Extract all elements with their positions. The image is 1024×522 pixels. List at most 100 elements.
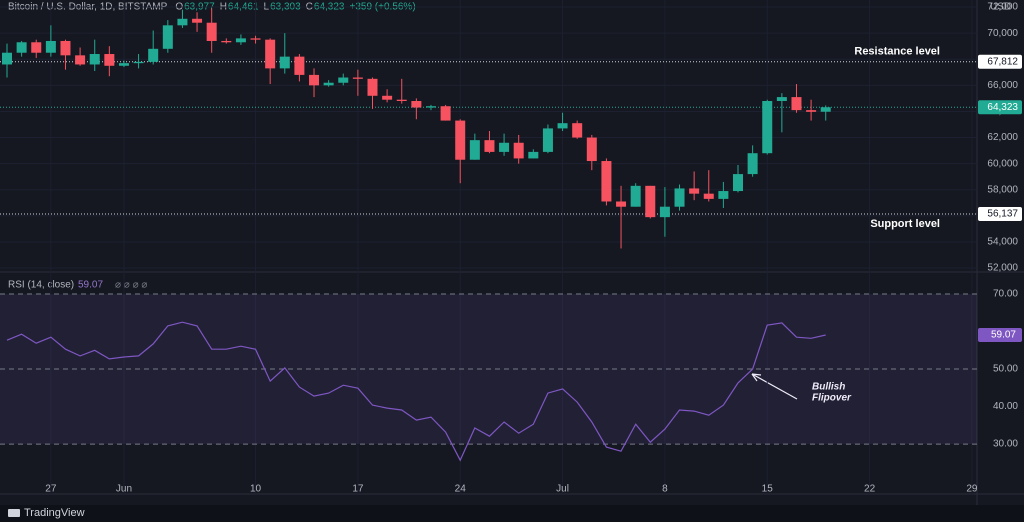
candle-body: [806, 110, 817, 112]
candle-body: [60, 40, 71, 56]
level-badge: [978, 207, 1022, 222]
candle-body: [586, 137, 597, 162]
arrow-shaft: [751, 373, 798, 400]
candle-body: [16, 42, 27, 53]
x-tick-label: 27: [45, 484, 57, 495]
candle-body: [733, 174, 743, 192]
level-badge: [978, 54, 1022, 69]
candle-body: [89, 54, 100, 65]
logo-mark: [8, 509, 20, 517]
candle-body: [440, 106, 451, 121]
logo: [8, 509, 20, 517]
candle-body: [250, 38, 261, 40]
candle-body: [177, 18, 188, 26]
footer-bar: [0, 505, 1024, 522]
x-tick-label: 8: [662, 484, 668, 495]
candle-body: [616, 201, 627, 207]
y-tick-label: 60,000: [987, 158, 1018, 169]
candle-body: [469, 140, 480, 160]
level-text: Support level: [870, 218, 940, 230]
candle-body: [133, 61, 144, 64]
y-tick-label: 70.00: [993, 289, 1018, 300]
indicator-icons: ⌀ ⌀ ⌀ ⌀: [115, 280, 147, 291]
candle-body: [45, 40, 56, 53]
candle-body: [791, 97, 802, 111]
candle-body: [484, 140, 495, 152]
y-tick-label: 72,000: [987, 2, 1018, 13]
candle-body: [162, 25, 173, 49]
y-tick-label: 52,000: [987, 263, 1018, 274]
candle-body: [309, 74, 320, 86]
y-tick-label: 50.00: [993, 364, 1018, 375]
rsi-badge: [978, 328, 1022, 343]
y-tick-label: 70,000: [987, 28, 1018, 39]
rsi-line: [6, 321, 826, 462]
candle-body: [323, 82, 334, 86]
y-tick-label: 66,000: [987, 80, 1018, 91]
candle-body: [75, 55, 86, 65]
candle-body: [425, 106, 436, 108]
candle-body: [382, 95, 393, 100]
level-label: 67,812: [987, 56, 1018, 67]
x-tick-label: 22: [864, 484, 876, 495]
candle-body: [747, 153, 758, 175]
candle-body: [118, 63, 129, 66]
candle-body: [528, 151, 539, 159]
candle-body: [396, 99, 407, 102]
candle-body: [820, 107, 831, 112]
candle-body: [601, 161, 612, 202]
x-tick-label: Jun: [116, 484, 132, 495]
candle-body: [762, 101, 773, 154]
candle-body: [2, 52, 12, 65]
candle-body: [499, 142, 510, 152]
candle-body: [703, 193, 714, 199]
y-tick-label: 54,000: [987, 237, 1018, 248]
candle-body: [235, 38, 246, 43]
candle-body: [279, 56, 290, 69]
annotation: Bullish: [812, 382, 845, 393]
y-tick-label: 62,000: [987, 132, 1018, 143]
candle-body: [674, 188, 685, 207]
candle-body: [192, 18, 203, 23]
candle-body: [294, 56, 305, 75]
candle-body: [630, 185, 641, 207]
candle-body: [338, 77, 349, 83]
candle-body: [455, 120, 466, 160]
x-tick-label: 10: [250, 484, 262, 495]
candle-body: [513, 142, 524, 159]
currency: USD: [990, 2, 1011, 13]
x-tick-label: Jul: [556, 484, 569, 495]
candle-body: [542, 128, 553, 152]
candle-body: [718, 191, 729, 199]
x-tick-label: 24: [455, 484, 467, 495]
rsi-badge-label: 59.07: [991, 330, 1016, 341]
x-tick-label: 17: [352, 484, 364, 495]
candle-body: [31, 42, 42, 53]
last-price-badge: [978, 100, 1022, 115]
candle-body: [104, 54, 115, 66]
candle-body: [557, 123, 568, 129]
candle-body: [265, 39, 276, 69]
candle-body: [352, 77, 363, 79]
brand: TradingView: [24, 507, 85, 519]
candle-body: [645, 185, 656, 218]
annotation: Flipover: [812, 393, 852, 404]
y-tick-label: 58,000: [987, 184, 1018, 195]
candle-body: [206, 22, 217, 41]
y-tick-label: 40.00: [993, 401, 1018, 412]
arrow-head: [751, 373, 762, 382]
y-tick-label: 30.00: [993, 439, 1018, 450]
candle-body: [367, 78, 378, 96]
rsi-title: RSI (14, close): [8, 280, 74, 291]
candle-body: [148, 48, 159, 62]
x-tick-label: 15: [762, 484, 774, 495]
candle-body: [411, 101, 422, 108]
level-text: Resistance level: [854, 46, 940, 58]
x-tick-label: 29: [966, 484, 978, 495]
rsi-value: 59.07: [78, 280, 103, 291]
level-label: 56,137: [987, 209, 1018, 220]
last-price-label: 64,323: [987, 102, 1018, 113]
candle-body: [659, 206, 670, 218]
